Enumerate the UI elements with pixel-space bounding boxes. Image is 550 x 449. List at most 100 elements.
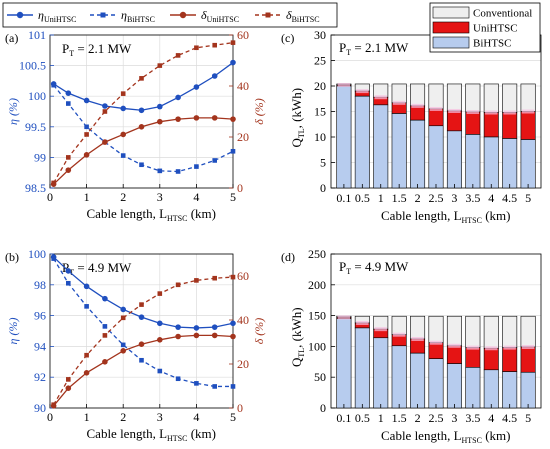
data-point-η_UniHTSC — [120, 105, 126, 112]
data-point-δ_UniHTSC — [120, 131, 126, 138]
y-tick-label: 50 — [314, 370, 326, 384]
y-tick-label-left: 92 — [34, 370, 46, 384]
bar-legend-label: UniHTSC — [473, 23, 518, 35]
error-band — [337, 315, 351, 320]
data-point-η_BiHTSC — [66, 280, 71, 286]
error-band — [485, 346, 498, 351]
data-point-η_BiHTSC — [175, 376, 181, 382]
x-tick-label: 5 — [230, 410, 236, 424]
y-tick-label-right: 40 — [237, 313, 249, 327]
y-tick-label-right: 20 — [237, 130, 249, 144]
bar-unihtsc — [465, 347, 481, 368]
x-tick-label: 2 — [120, 410, 126, 424]
error-band — [466, 345, 480, 350]
bar-conventional — [465, 83, 481, 113]
data-point-η_BiHTSC — [157, 168, 163, 174]
bar-bihtsc — [483, 136, 499, 189]
top-legend-item: ηUniHTSC — [7, 8, 76, 24]
bar-unihtsc — [428, 108, 444, 127]
y-tick-label-left: 100 — [28, 247, 46, 261]
chart-d: 0 50 100 150 200 250 0.1 0.5 1 1.5 2 2.5 3 3.5 4 4.5 5 QT… — [281, 247, 542, 445]
data-point-δ_BiHTSC — [66, 377, 71, 382]
y-tick-label-right: 60 — [237, 28, 249, 42]
error-band — [429, 340, 443, 345]
data-point-η_UniHTSC — [120, 306, 126, 313]
data-point-δ_BiHTSC — [84, 132, 89, 137]
x-tick-label: 4.5 — [502, 191, 517, 205]
chart-c: 0 5 10 15 20 25 30 0.1 0.5 1 1.5 2 2.5 3 3.5 4 4.5 5 QTL, … — [281, 28, 542, 225]
data-point-η_BiHTSC — [66, 101, 71, 106]
y-axis-label-right: δ (%) — [252, 98, 266, 125]
x-tick-label: 1.5 — [392, 411, 407, 425]
data-point-η_BiHTSC — [102, 324, 108, 329]
bar-unihtsc — [410, 105, 426, 121]
x-tick-label: 0.5 — [355, 411, 370, 425]
data-point-η_BiHTSC — [120, 342, 126, 348]
x-tick-label: 4 — [488, 411, 494, 425]
data-point-η_BiHTSC — [230, 384, 236, 389]
error-band — [503, 110, 516, 115]
data-point-δ_BiHTSC — [51, 180, 56, 186]
x-tick-label: 2.5 — [429, 191, 444, 205]
error-band — [411, 337, 424, 342]
bar-conventional — [446, 315, 462, 347]
bar-bihtsc — [520, 139, 536, 189]
bar-bihtsc — [446, 130, 462, 189]
bar-unihtsc — [446, 345, 462, 364]
error-band — [466, 110, 480, 115]
x-tick-label: 4 — [193, 410, 199, 424]
series-line-δ_BiHTSC — [53, 42, 234, 184]
x-tick-label: 2 — [415, 191, 421, 205]
y-axis-label-left: η (%) — [6, 318, 20, 345]
data-point-η_UniHTSC — [193, 84, 200, 90]
bar-conventional — [446, 83, 462, 112]
power-annotation: PT = 4.9 MW — [339, 259, 409, 276]
bar-conventional — [410, 315, 426, 340]
legend-marker — [100, 12, 106, 18]
bar-unihtsc — [483, 347, 499, 371]
data-point-η_BiHTSC — [51, 82, 56, 88]
y-tick-label-right: 0 — [237, 181, 243, 195]
x-tick-label: 0.1 — [336, 411, 351, 425]
error-band — [392, 100, 406, 105]
data-point-δ_BiHTSC — [157, 63, 163, 68]
x-tick-label: 1 — [84, 190, 90, 204]
data-point-δ_UniHTSC — [157, 337, 163, 343]
data-point-δ_UniHTSC — [193, 332, 200, 339]
error-band — [503, 345, 516, 350]
x-tick-label: 1 — [84, 410, 90, 424]
data-point-δ_UniHTSC — [102, 139, 108, 145]
x-tick-label: 3 — [157, 410, 163, 424]
bar-conventional — [428, 83, 444, 110]
panel-label: (d) — [281, 250, 295, 264]
error-band — [392, 332, 406, 337]
data-point-δ_BiHTSC — [139, 76, 144, 81]
x-axis-label: Cable length, LHTSC (km) — [87, 206, 217, 223]
data-point-η_UniHTSC — [157, 320, 163, 327]
x-tick-label: 2 — [120, 190, 126, 204]
x-tick-label: 1 — [378, 191, 384, 205]
y-tick-label-left: 99.5 — [25, 120, 46, 134]
bar-bihtsc — [391, 113, 407, 189]
data-point-δ_UniHTSC — [211, 115, 218, 121]
x-axis-label: Cable length, LHTSC (km) — [381, 428, 511, 445]
bar-legend-label: BiHTSC — [473, 38, 512, 50]
data-point-δ_BiHTSC — [84, 352, 89, 358]
y-tick-label: 20 — [314, 79, 326, 93]
x-tick-label: 0.1 — [336, 191, 351, 205]
data-point-δ_UniHTSC — [65, 167, 72, 173]
x-tick-label: 4 — [193, 190, 199, 204]
y-tick-label-left: 98.5 — [25, 181, 46, 195]
y-axis-label: QTL, (kWh) — [289, 307, 306, 367]
x-tick-label: 0 — [47, 410, 53, 424]
series-line-η_BiHTSC — [53, 258, 233, 388]
bar-bihtsc — [354, 327, 370, 409]
bar-bihtsc — [373, 104, 389, 189]
error-band — [448, 343, 461, 348]
bar-unihtsc — [410, 338, 426, 354]
error-band — [411, 103, 424, 108]
bar-conventional — [483, 83, 499, 113]
data-point-η_BiHTSC — [157, 368, 163, 374]
bar-unihtsc — [520, 346, 536, 373]
